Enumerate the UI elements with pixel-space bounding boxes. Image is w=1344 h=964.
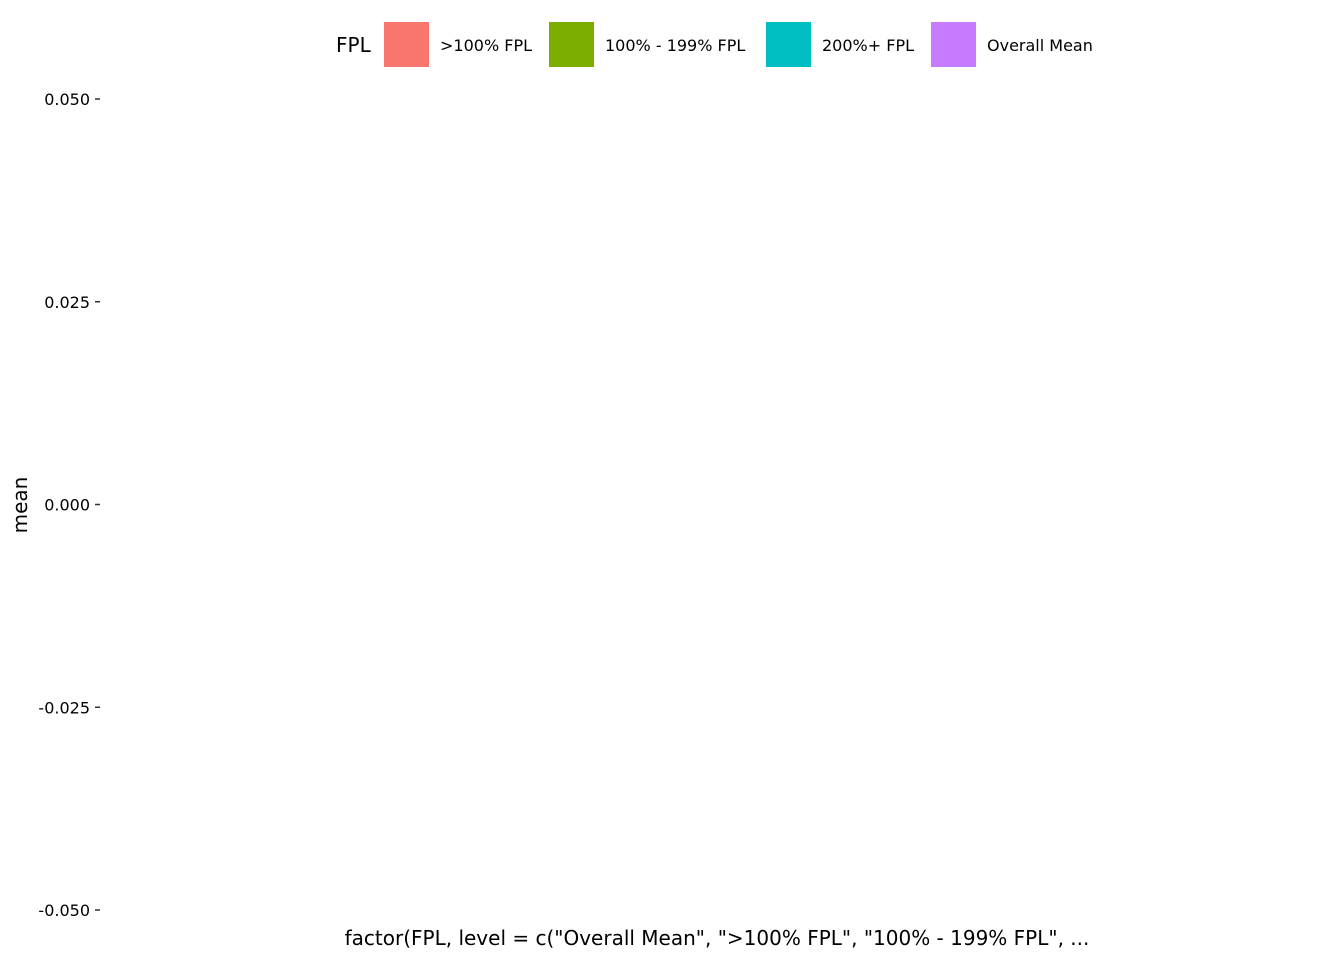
legend-label: Overall Mean <box>987 36 1093 55</box>
y-tick-label: -0.050 <box>38 901 90 920</box>
y-axis-title: mean <box>8 477 32 534</box>
legend-title: FPL <box>336 33 372 57</box>
legend-label: 200%+ FPL <box>822 36 914 55</box>
legend-label: 100% - 199% FPL <box>605 36 745 55</box>
legend-label: >100% FPL <box>440 36 532 55</box>
y-axis: 0.050 0.025 0.000 -0.025 -0.050 <box>38 90 100 920</box>
legend: FPL >100% FPL 100% - 199% FPL 200%+ FPL Ove… <box>336 22 1093 67</box>
y-tick-label: 0.050 <box>44 90 90 109</box>
x-axis-title: factor(FPL, level = c("Overall Mean", ">… <box>345 926 1090 950</box>
legend-key-swatch <box>766 22 811 67</box>
y-tick-label: 0.025 <box>44 293 90 312</box>
legend-key-swatch <box>549 22 594 67</box>
y-tick-label: -0.025 <box>38 698 90 717</box>
legend-key-swatch <box>384 22 429 67</box>
legend-key-swatch <box>931 22 976 67</box>
y-tick-label: 0.000 <box>44 496 90 515</box>
